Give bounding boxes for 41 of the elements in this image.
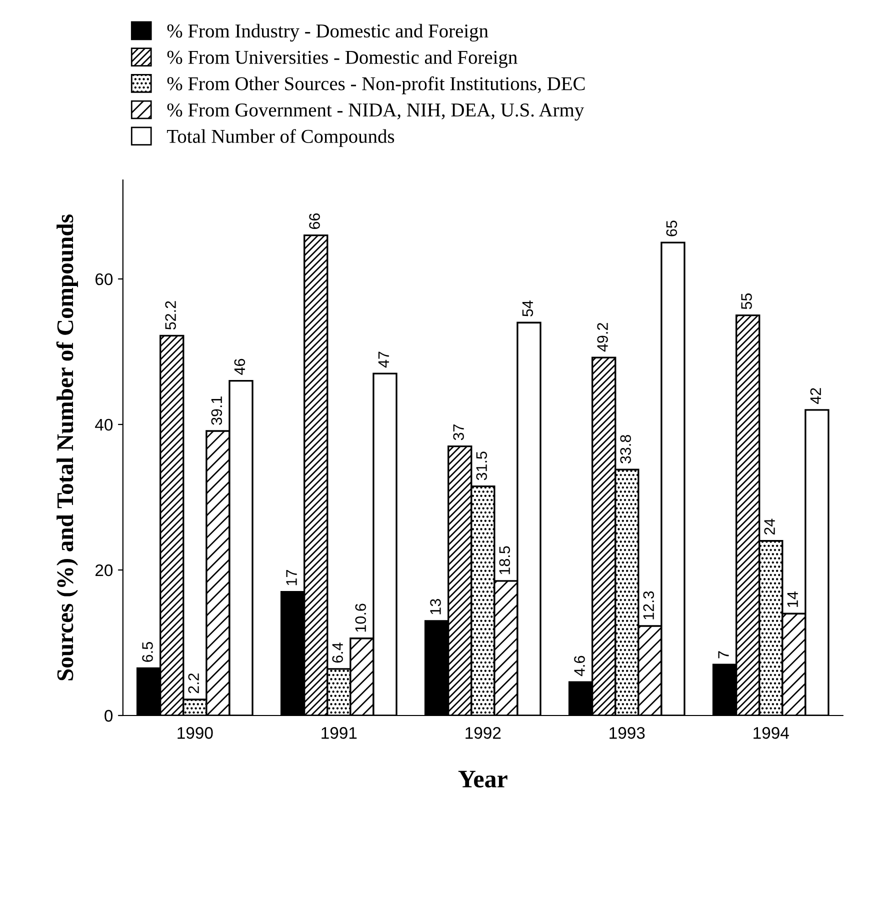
data-label: 6.4 [332,642,344,663]
data-label: 24 [764,518,775,535]
legend-label: % From Universities - Domestic and Foreign [167,50,518,68]
data-label: 42 [810,388,821,404]
data-label: 7 [718,651,729,658]
data-label: 39.1 [211,396,222,425]
y-tick-label: 20 [96,564,113,576]
data-label: 13 [430,599,441,614]
x-tick-label: 1993 [610,727,645,739]
data-label: 14 [787,592,798,607]
data-label: 52.2 [165,301,176,330]
data-label: 46 [234,358,246,375]
y-axis-title: Sources (%) and Total Number of Compounds [56,214,78,680]
x-tick-label: 1991 [322,727,357,739]
data-label: 66 [309,213,320,229]
data-label: 10.6 [355,604,366,632]
data-label: 6.5 [142,642,153,662]
legend-label: % From Other Sources - Non-profit Institutions, DEC [167,76,585,94]
data-label: 49.2 [597,323,608,352]
data-label: 18.5 [499,546,510,574]
data-label: 4.6 [574,656,585,676]
legend-label: % From Government - NIDA, NIH, DEA, U.S. Army [167,103,584,121]
data-label: 33.8 [620,434,631,464]
y-tick-label: 60 [96,273,113,286]
data-label: 54 [522,300,534,316]
x-axis-title: Year [458,770,508,788]
data-label: 31.5 [476,452,487,480]
y-tick-label: 0 [104,710,113,722]
data-label: 37 [453,424,464,440]
legend-label: Total Number of Compounds [166,129,394,147]
data-label: 55 [741,293,752,310]
data-label: 2.2 [188,673,199,694]
legend-label: % From Industry - Domestic and Foreign [167,24,488,42]
y-tick-label: 40 [95,418,113,431]
data-label: 12.3 [643,591,654,620]
data-label: 47 [378,352,389,368]
x-tick-label: 1990 [178,727,213,739]
x-tick-label: 1994 [754,727,789,739]
x-tick-label: 1992 [466,727,501,739]
data-label: 17 [286,570,297,586]
data-label: 65 [666,220,678,236]
